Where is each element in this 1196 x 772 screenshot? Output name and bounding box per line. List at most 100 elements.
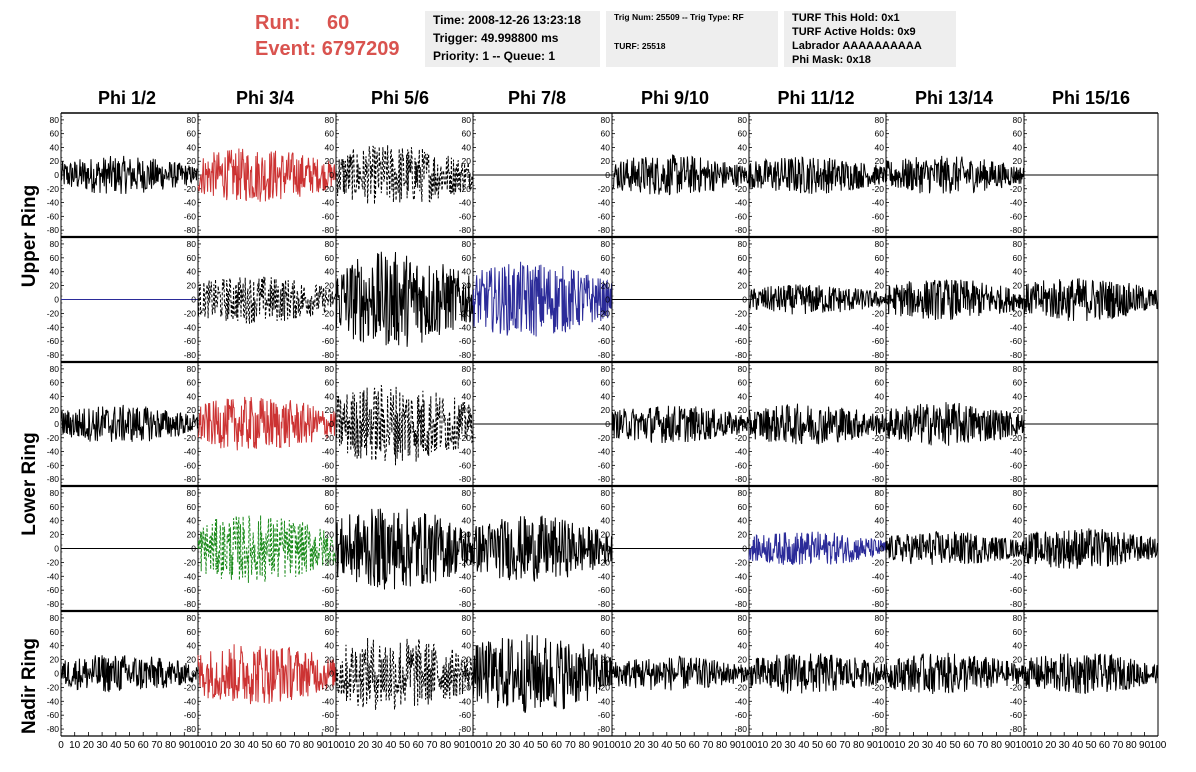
y-tick-label: -40 [322, 696, 335, 706]
y-tick-label: 0 [191, 295, 196, 305]
y-tick-label: -60 [322, 460, 335, 470]
y-tick-label: -20 [459, 184, 472, 194]
x-tick-label: 70 [426, 740, 438, 751]
y-tick-label: 40 [462, 267, 472, 277]
y-tick-label: -40 [1010, 571, 1023, 581]
y-tick-label: -20 [598, 433, 611, 443]
y-tick-label: -20 [322, 184, 335, 194]
y-tick-label: 40 [325, 267, 335, 277]
y-tick-label: 80 [738, 613, 748, 623]
y-tick-label: 20 [1013, 530, 1023, 540]
y-tick-label: 20 [1013, 156, 1023, 166]
y-tick-label: -60 [184, 336, 197, 346]
y-tick-label: -60 [1010, 336, 1023, 346]
y-tick-label: 40 [187, 391, 197, 401]
y-tick-label: 20 [738, 655, 748, 665]
y-tick-label: -40 [1010, 198, 1023, 208]
waveform-trace [197, 644, 337, 705]
phi-title-4: Phi 7/8 [507, 88, 567, 108]
y-tick-label: 20 [601, 655, 611, 665]
phi-title-1: Phi 1/2 [97, 88, 157, 108]
y-tick-label: 40 [738, 516, 748, 526]
x-tick-label: 20 [83, 740, 95, 751]
y-tick-label: 0 [466, 419, 471, 429]
x-tick-label: 90 [1005, 740, 1017, 751]
x-tick-label: 30 [1059, 740, 1071, 751]
y-tick-label: -80 [459, 599, 472, 609]
y-tick-label: 60 [462, 253, 472, 263]
y-tick-label: 0 [605, 544, 610, 554]
y-tick-label: 20 [325, 281, 335, 291]
y-tick-label: 40 [1013, 267, 1023, 277]
y-tick-label: 20 [738, 156, 748, 166]
waveform-trace [197, 515, 337, 583]
y-tick-label: -80 [47, 225, 60, 235]
x-tick-label: 40 [385, 740, 397, 751]
y-tick-label: 60 [325, 253, 335, 263]
y-tick-label: 0 [1017, 544, 1022, 554]
y-tick-label: -80 [598, 350, 611, 360]
y-tick-label: -80 [598, 599, 611, 609]
y-tick-label: 20 [1013, 655, 1023, 665]
y-tick-label: 20 [50, 405, 60, 415]
x-tick-label: 50 [124, 740, 136, 751]
y-tick-label: -40 [459, 447, 472, 457]
y-tick-label: 40 [875, 267, 885, 277]
y-tick-label: 60 [325, 129, 335, 139]
y-tick-label: 60 [738, 378, 748, 388]
x-tick-label: 80 [716, 740, 728, 751]
y-tick-label: 80 [50, 488, 60, 498]
y-tick-label: -20 [735, 682, 748, 692]
y-tick-label: -60 [735, 336, 748, 346]
y-tick-label: -20 [1010, 308, 1023, 318]
x-tick-label: 30 [97, 740, 109, 751]
y-tick-label: -60 [322, 336, 335, 346]
y-tick-label: 80 [325, 488, 335, 498]
waveform-trace [885, 530, 1025, 565]
waveform-trace [197, 276, 337, 324]
y-tick-label: -20 [872, 308, 885, 318]
x-tick-label: 70 [839, 740, 851, 751]
y-tick-label: 60 [875, 378, 885, 388]
waveform-trace [472, 634, 613, 713]
y-tick-label: -80 [184, 599, 197, 609]
y-tick-label: 40 [462, 142, 472, 152]
y-tick-label: -20 [184, 557, 197, 567]
y-tick-label: 40 [462, 516, 472, 526]
y-tick-label: 60 [187, 627, 197, 637]
y-tick-label: -80 [184, 724, 197, 734]
y-tick-label: 0 [329, 544, 334, 554]
waveform-trace [885, 155, 1025, 194]
y-tick-label: 0 [605, 419, 610, 429]
y-tick-label: -20 [598, 682, 611, 692]
y-tick-label: 0 [466, 170, 471, 180]
y-tick-label: -80 [322, 599, 335, 609]
phi-title-5: Phi 9/10 [640, 88, 710, 108]
run-label: Run: [255, 12, 301, 34]
y-tick-label: -60 [459, 460, 472, 470]
y-tick-label: -80 [1010, 350, 1023, 360]
waveform-trace [472, 515, 613, 582]
phi-title-8: Phi 15/16 [1051, 88, 1131, 108]
y-tick-label: -20 [322, 433, 335, 443]
y-tick-label: 80 [50, 239, 60, 249]
waveform-trace [1023, 653, 1159, 695]
y-tick-label: -40 [184, 198, 197, 208]
y-tick-label: -40 [322, 322, 335, 332]
y-tick-label: -60 [47, 336, 60, 346]
y-tick-label: -20 [459, 557, 472, 567]
y-tick-label: -20 [872, 184, 885, 194]
x-tick-label: 50 [949, 740, 961, 751]
x-tick-label: 0 [58, 740, 64, 751]
y-tick-label: 80 [601, 239, 611, 249]
y-tick-label: 80 [462, 239, 472, 249]
x-tick-label: 100 [1016, 740, 1033, 751]
y-tick-label: 60 [187, 129, 197, 139]
y-tick-label: 60 [462, 502, 472, 512]
x-tick-label: 70 [977, 740, 989, 751]
y-tick-label: -60 [872, 585, 885, 595]
y-tick-label: -60 [322, 710, 335, 720]
y-tick-label: 80 [325, 613, 335, 623]
y-tick-label: 60 [601, 502, 611, 512]
y-tick-label: 0 [329, 170, 334, 180]
